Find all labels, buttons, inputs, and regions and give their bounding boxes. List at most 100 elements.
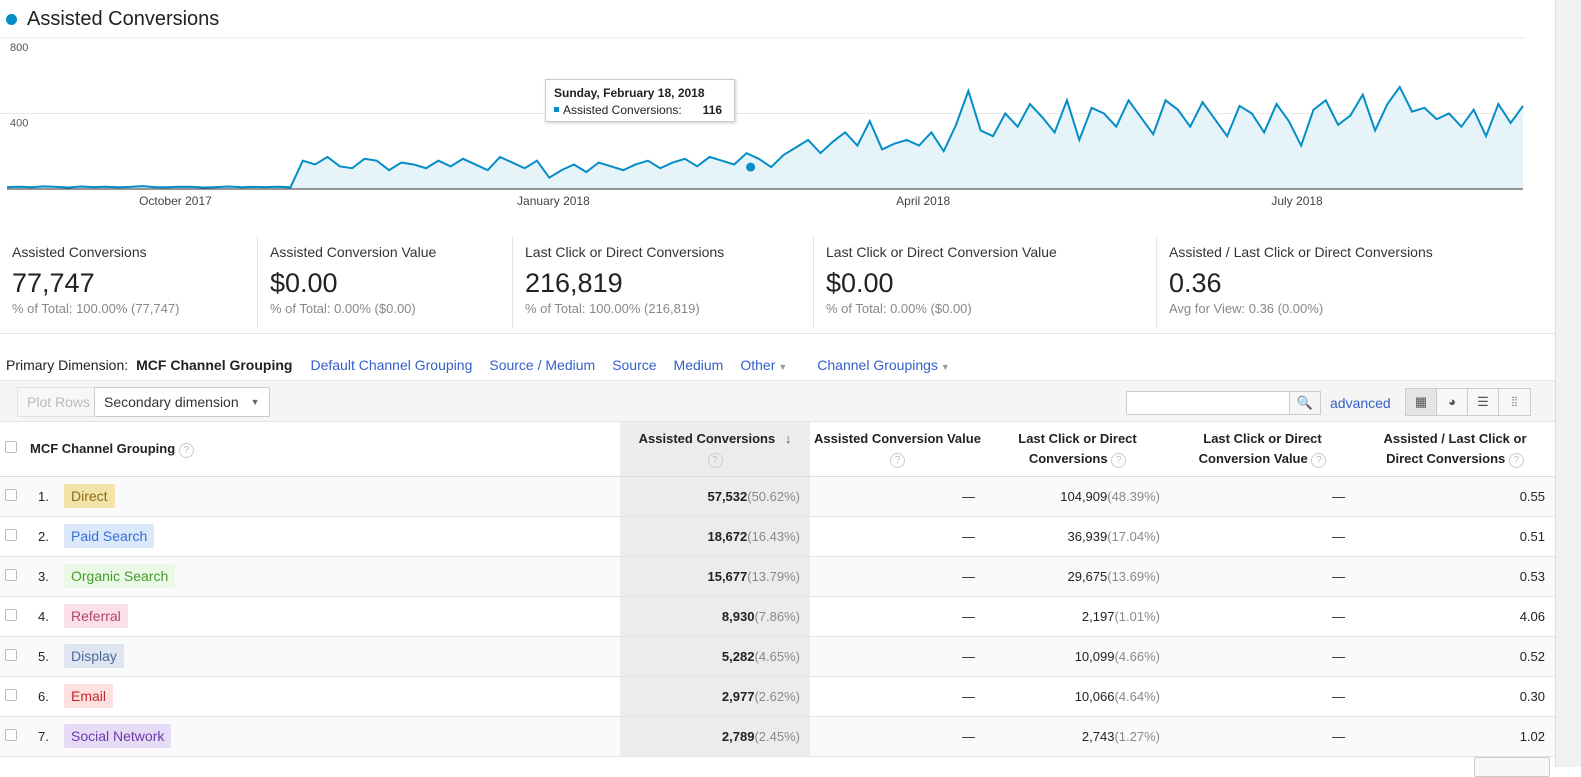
- help-icon[interactable]: ?: [1311, 452, 1327, 468]
- header-assisted-value[interactable]: Assisted Conversion Value?: [810, 422, 985, 477]
- pagination-button[interactable]: [1474, 757, 1550, 777]
- caret-down-icon: ▼: [250, 397, 260, 407]
- pie-view-icon[interactable]: ◕: [1437, 389, 1468, 415]
- last-click-conv-value: —: [1170, 716, 1355, 757]
- header-label: Conversion Value: [1198, 450, 1308, 466]
- x-tick-label: January 2018: [517, 194, 590, 208]
- chart-tooltip: Sunday, February 18, 2018 Assisted Conve…: [545, 79, 735, 122]
- metric-sub: % of Total: 0.00% ($0.00): [270, 301, 416, 316]
- last-click-value: 104,909: [1060, 488, 1108, 504]
- plot-rows-button[interactable]: Plot Rows: [17, 387, 101, 417]
- ratio-value: 1.02: [1355, 716, 1555, 757]
- header-ratio[interactable]: Assisted / Last Click or Direct Conversio…: [1355, 422, 1555, 477]
- header-last-click-value[interactable]: Last Click or Direct Conversion Value ?: [1170, 422, 1355, 477]
- help-icon[interactable]: ?: [1508, 452, 1524, 468]
- last-click-conv-value: —: [1170, 636, 1355, 677]
- metric-value: $0.00: [270, 268, 338, 298]
- help-icon[interactable]: ?: [178, 442, 194, 458]
- tooltip-label: Assisted Conversions:: [563, 103, 682, 117]
- assisted-conv-value: —: [810, 716, 985, 757]
- metric-assisted-conversions[interactable]: Assisted Conversions 77,747 % of Total: 10…: [0, 236, 258, 328]
- search-icon[interactable]: 🔍: [1289, 392, 1320, 414]
- channel-label[interactable]: Email: [64, 684, 114, 708]
- header-label: Conversions: [1028, 450, 1108, 466]
- comparison-view-icon[interactable]: ⦙⦙: [1511, 394, 1518, 409]
- last-click-conv-value: —: [1170, 596, 1355, 637]
- metric-last-click-conversion-value[interactable]: Last Click or Direct Conversion Value $0.…: [814, 236, 1157, 328]
- last-click-value: 2,743: [1081, 728, 1115, 744]
- row-checkbox[interactable]: [5, 648, 17, 661]
- scrollbar[interactable]: [1555, 0, 1581, 767]
- header-label: Assisted Conversion Value: [814, 430, 981, 446]
- help-icon[interactable]: ?: [890, 452, 905, 468]
- assisted-conv-value: —: [810, 596, 985, 637]
- last-click-pct: (4.64%): [1114, 688, 1160, 704]
- row-checkbox[interactable]: [5, 488, 17, 501]
- row-checkbox[interactable]: [5, 568, 17, 581]
- metric-last-click-conversions[interactable]: Last Click or Direct Conversions 216,819%…: [513, 236, 814, 328]
- assisted-value: 18,672: [707, 528, 748, 544]
- row-checkbox[interactable]: [5, 688, 17, 701]
- table-view-icon[interactable]: ▦: [1406, 389, 1437, 415]
- dimension-other-dropdown[interactable]: Other ▼: [740, 357, 787, 373]
- y-tick-label: 800: [10, 42, 28, 54]
- row-checkbox[interactable]: [5, 528, 17, 541]
- metric-label: Last Click or Direct Conversions: [525, 244, 725, 260]
- advanced-filter-link[interactable]: advanced: [1330, 395, 1391, 411]
- last-click-pct: (1.27%): [1114, 728, 1160, 744]
- channel-label[interactable]: Display: [64, 644, 124, 668]
- hover-point[interactable]: [746, 162, 756, 172]
- chart-title-text: Assisted Conversions: [27, 8, 220, 30]
- assisted-pct: (16.43%): [747, 528, 800, 544]
- select-all-checkbox[interactable]: [5, 440, 17, 453]
- last-click-pct: (48.39%): [1107, 488, 1160, 504]
- header-label: Direct Conversions: [1386, 450, 1506, 466]
- metric-assisted-conversion-value[interactable]: Assisted Conversion Value $0.00 % of Total…: [258, 236, 513, 328]
- sort-down-icon: ↓: [784, 430, 792, 446]
- channel-label[interactable]: Referral: [64, 604, 128, 628]
- header-assisted-conversions[interactable]: Assisted Conversions ↓?: [620, 422, 810, 477]
- dimension-link-default-channel[interactable]: Default Channel Grouping: [310, 357, 473, 373]
- channel-label[interactable]: Organic Search: [64, 564, 176, 588]
- table-search-input[interactable]: [1127, 392, 1287, 414]
- last-click-pct: (17.04%): [1107, 528, 1160, 544]
- metric-summary: Assisted Conversions 77,747 % of Total: 10…: [0, 230, 1555, 334]
- channel-groupings-dropdown[interactable]: Channel Groupings ▼: [817, 357, 950, 373]
- header-dim[interactable]: MCF Channel Grouping ?: [30, 422, 620, 477]
- row-checkbox[interactable]: [5, 728, 17, 741]
- channel-groupings-label: Channel Groupings: [817, 357, 938, 373]
- header-label: Assisted / Last Click or: [1383, 430, 1527, 446]
- header-label: Last Click or Direct: [1203, 430, 1322, 446]
- assisted-value: 2,977: [721, 688, 755, 704]
- metric-value: 0.36: [1169, 268, 1222, 298]
- assisted-value: 15,677: [707, 568, 748, 584]
- metric-sub: % of Total: 0.00% ($0.00): [826, 301, 972, 316]
- channel-label[interactable]: Social Network: [64, 724, 172, 748]
- last-click-pct: (13.69%): [1107, 568, 1160, 584]
- channel-label[interactable]: Paid Search: [64, 524, 155, 548]
- dimension-link-medium[interactable]: Medium: [673, 357, 724, 373]
- row-index: 3.: [38, 569, 49, 584]
- line-chart[interactable]: 400 800 October 2017 January 2018 April 2018…: [0, 30, 1530, 220]
- series-line: [6, 85, 1524, 189]
- metric-label: Last Click or Direct Conversion Value: [826, 244, 1057, 260]
- table-search: 🔍: [1126, 391, 1321, 415]
- metric-ratio[interactable]: Assisted / Last Click or Direct Conversi…: [1157, 236, 1555, 328]
- header-label: Assisted Conversions: [638, 430, 776, 446]
- secondary-dimension-dropdown[interactable]: Secondary dimension ▼: [94, 387, 270, 417]
- primary-dimension-bar: Primary Dimension: MCF Channel Grouping …: [6, 357, 967, 373]
- help-icon[interactable]: ?: [1111, 452, 1127, 468]
- primary-dimension-label: Primary Dimension:: [6, 357, 129, 373]
- last-click-value: 2,197: [1081, 608, 1115, 624]
- row-checkbox[interactable]: [5, 608, 17, 621]
- table-row: 3. Organic Search 15,677(13.79%) — 29,675…: [0, 556, 1555, 597]
- assisted-pct: (50.62%): [747, 488, 800, 504]
- x-tick-label: July 2018: [1271, 194, 1323, 208]
- help-icon[interactable]: ?: [707, 452, 723, 468]
- channel-label[interactable]: Direct: [64, 484, 115, 508]
- dimension-link-source-medium[interactable]: Source / Medium: [489, 357, 596, 373]
- dimension-link-source[interactable]: Source: [612, 357, 657, 373]
- caret-down-icon: ▼: [778, 362, 788, 372]
- header-last-click[interactable]: Last Click or Direct Conversions ?: [985, 422, 1170, 477]
- bar-view-icon[interactable]: ☰: [1468, 389, 1499, 415]
